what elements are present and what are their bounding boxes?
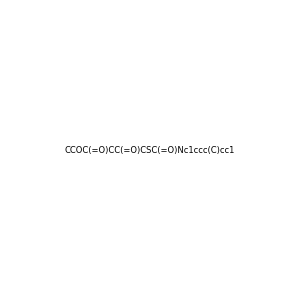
Text: CCOC(=O)CC(=O)CSC(=O)Nc1ccc(C)cc1: CCOC(=O)CC(=O)CSC(=O)Nc1ccc(C)cc1 (65, 146, 235, 154)
